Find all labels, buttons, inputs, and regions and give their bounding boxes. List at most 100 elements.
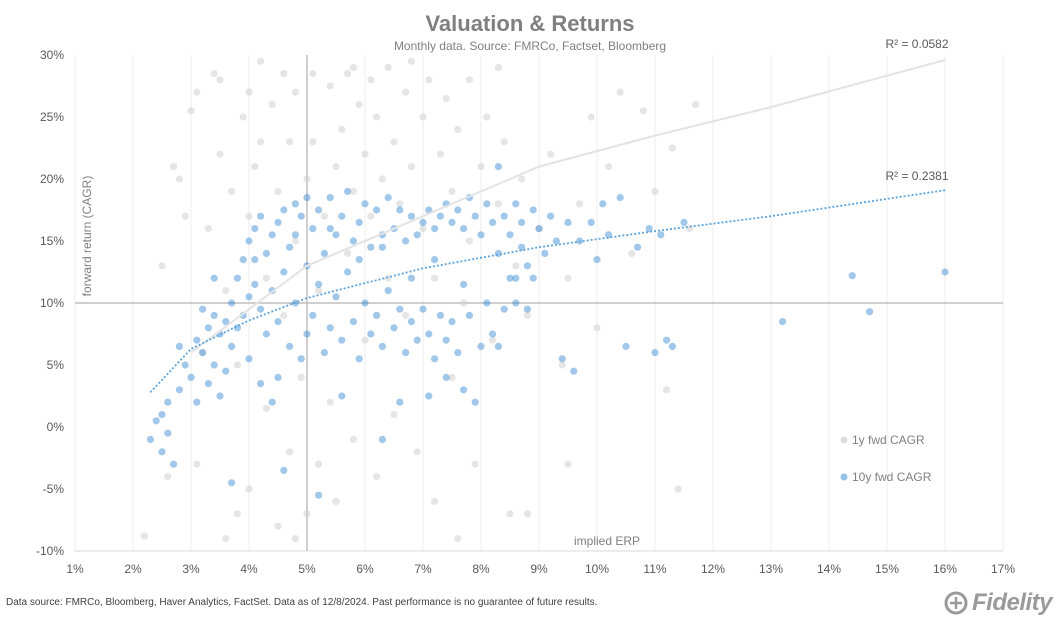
point-1y — [349, 187, 357, 195]
point-10y — [164, 429, 172, 437]
point-1y — [692, 101, 700, 109]
point-10y — [344, 187, 352, 195]
point-1y — [309, 138, 317, 146]
point-10y — [326, 225, 334, 233]
point-1y — [483, 113, 491, 121]
point-10y — [239, 311, 247, 319]
point-1y — [309, 70, 317, 78]
point-10y — [396, 206, 404, 214]
footer-note: Data source: FMRCo, Bloomberg, Haver Ana… — [6, 597, 598, 608]
point-1y — [274, 522, 282, 530]
point-1y — [291, 535, 299, 543]
point-1y — [210, 70, 218, 78]
point-10y — [413, 336, 421, 344]
point-1y — [431, 274, 439, 282]
x-tick-label: 11% — [643, 562, 666, 576]
chart-subtitle: Monthly data. Source: FMRCo, Factset, Bl… — [394, 39, 666, 53]
point-10y — [164, 398, 172, 406]
point-10y — [848, 272, 856, 280]
point-10y — [262, 249, 270, 257]
point-1y — [384, 274, 392, 282]
point-10y — [349, 237, 357, 245]
point-10y — [431, 225, 439, 233]
point-1y — [303, 510, 311, 518]
point-10y — [518, 218, 526, 226]
point-1y — [390, 138, 398, 146]
x-tick-label: 14% — [817, 562, 841, 576]
point-10y — [378, 243, 386, 251]
point-10y — [941, 268, 949, 276]
point-10y — [529, 274, 537, 282]
point-10y — [407, 212, 415, 220]
point-10y — [274, 373, 282, 381]
point-10y — [390, 324, 398, 332]
point-10y — [866, 308, 874, 316]
point-10y — [251, 280, 259, 288]
point-10y — [280, 466, 288, 474]
point-10y — [442, 336, 450, 344]
point-10y — [402, 237, 410, 245]
point-1y — [239, 113, 247, 121]
point-10y — [222, 318, 230, 326]
point-10y — [448, 318, 456, 326]
point-10y — [338, 212, 346, 220]
point-1y — [344, 249, 352, 257]
points-layer — [141, 57, 949, 543]
point-10y — [529, 206, 537, 214]
point-10y — [407, 318, 415, 326]
point-1y — [291, 237, 299, 245]
x-tick-label: 10% — [585, 562, 609, 576]
point-1y — [605, 163, 613, 171]
y-tick-label: 0% — [47, 420, 65, 434]
point-10y — [170, 460, 178, 468]
point-10y — [309, 311, 317, 319]
point-10y — [193, 336, 201, 344]
point-1y — [286, 448, 294, 456]
point-1y — [500, 138, 508, 146]
point-10y — [158, 448, 166, 456]
point-1y — [257, 138, 265, 146]
trendline-1y — [190, 59, 946, 354]
chart-title: Valuation & Returns — [425, 11, 634, 36]
point-10y — [413, 231, 421, 239]
point-1y — [373, 473, 381, 481]
point-10y — [280, 206, 288, 214]
point-10y — [239, 256, 247, 264]
point-10y — [454, 206, 462, 214]
point-1y — [494, 63, 502, 71]
point-10y — [204, 324, 212, 332]
point-10y — [552, 237, 561, 245]
point-10y — [228, 479, 236, 487]
trend-layer — [149, 59, 946, 393]
point-1y — [663, 386, 671, 394]
point-1y — [193, 88, 201, 96]
point-1y — [616, 88, 624, 96]
y-tick-label: 15% — [40, 234, 64, 248]
point-1y — [170, 163, 178, 171]
point-10y — [146, 435, 154, 443]
point-10y — [384, 194, 392, 202]
point-1y — [419, 225, 427, 233]
point-10y — [512, 200, 520, 208]
point-1y — [315, 460, 323, 468]
point-10y — [616, 194, 624, 202]
y-tick-label: 30% — [40, 48, 64, 62]
point-10y — [152, 417, 160, 425]
point-10y — [315, 491, 323, 499]
point-10y — [668, 342, 677, 350]
point-1y — [523, 311, 532, 319]
series-1y-points — [141, 57, 700, 543]
point-10y — [506, 274, 514, 282]
point-1y — [245, 88, 253, 96]
point-1y — [257, 57, 265, 65]
point-1y — [402, 311, 410, 319]
point-10y — [257, 305, 265, 313]
point-1y — [431, 497, 439, 505]
point-10y — [489, 218, 497, 226]
scatter-chart: 1% 2% 3% 4% 5% 6% 7% 8% 9% 10% 11% 12% 13% 14% 15% 16% 1… — [36, 11, 1015, 576]
point-1y — [245, 485, 253, 493]
point-1y — [628, 249, 636, 257]
point-10y — [419, 218, 427, 226]
point-1y — [465, 76, 473, 84]
point-10y — [378, 342, 386, 350]
